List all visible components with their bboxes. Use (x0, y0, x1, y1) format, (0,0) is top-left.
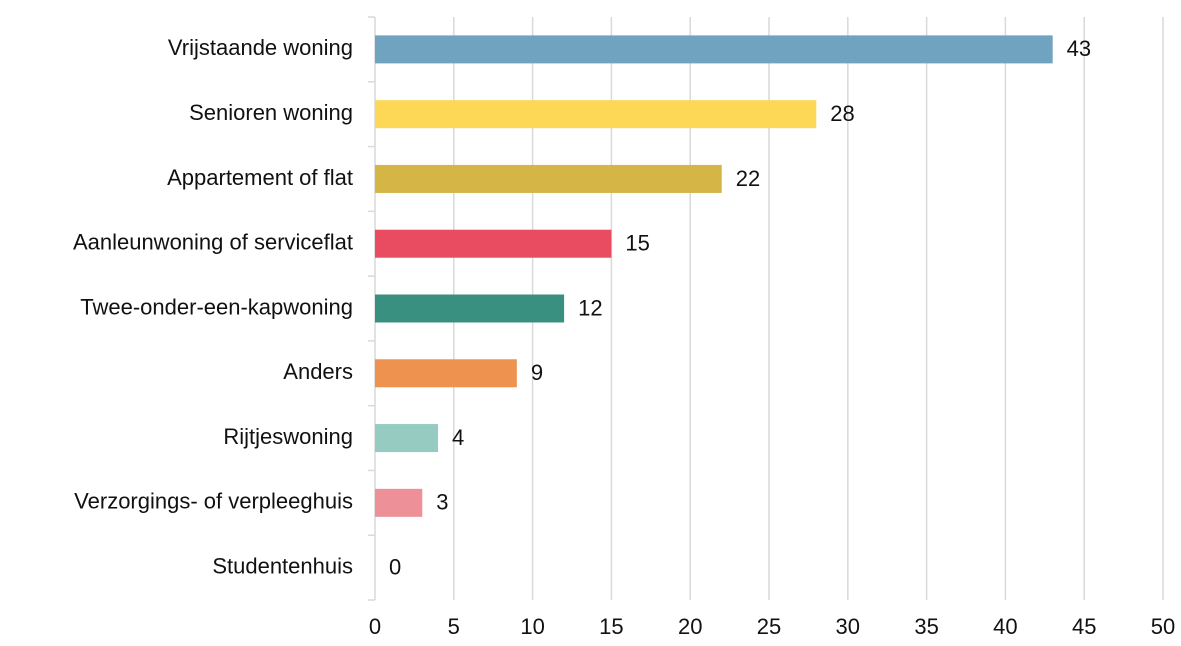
bar (375, 229, 612, 258)
x-tick-label: 30 (836, 614, 860, 639)
bar (375, 35, 1053, 64)
x-tick-label: 25 (757, 614, 781, 639)
x-tick-label: 50 (1151, 614, 1175, 639)
bar (375, 424, 439, 453)
bar (375, 100, 817, 129)
data-label: 9 (531, 360, 543, 385)
y-tick-label: Aanleunwoning of serviceflat (73, 230, 353, 255)
x-tick-label: 15 (599, 614, 623, 639)
data-label: 0 (389, 554, 401, 579)
x-tick-label: 45 (1072, 614, 1096, 639)
bar (375, 164, 722, 193)
data-label: 15 (625, 231, 649, 256)
x-tick-label: 20 (678, 614, 702, 639)
x-tick-label: 5 (448, 614, 460, 639)
y-tick-label: Senioren woning (189, 100, 353, 125)
x-tick-label: 0 (369, 614, 381, 639)
data-label: 28 (830, 101, 854, 126)
x-tick-label: 40 (993, 614, 1017, 639)
x-tick-label: 10 (520, 614, 544, 639)
data-label: 4 (452, 425, 464, 450)
y-tick-label: Verzorgings- of verpleeghuis (74, 489, 353, 514)
data-label: 12 (578, 295, 602, 320)
bar (375, 359, 517, 388)
y-tick-label: Appartement of flat (167, 165, 353, 190)
x-tick-label: 35 (914, 614, 938, 639)
y-tick-label: Vrijstaande woning (168, 35, 353, 60)
data-label: 22 (736, 166, 760, 191)
data-label: 43 (1067, 36, 1091, 61)
y-tick-label: Anders (283, 359, 353, 384)
bar (375, 488, 423, 517)
data-label: 3 (436, 490, 448, 515)
bar (375, 294, 565, 323)
y-tick-label: Twee-onder-een-kapwoning (80, 294, 353, 319)
y-tick-label: Studentenhuis (212, 553, 353, 578)
y-tick-label: Rijtjeswoning (223, 424, 353, 449)
